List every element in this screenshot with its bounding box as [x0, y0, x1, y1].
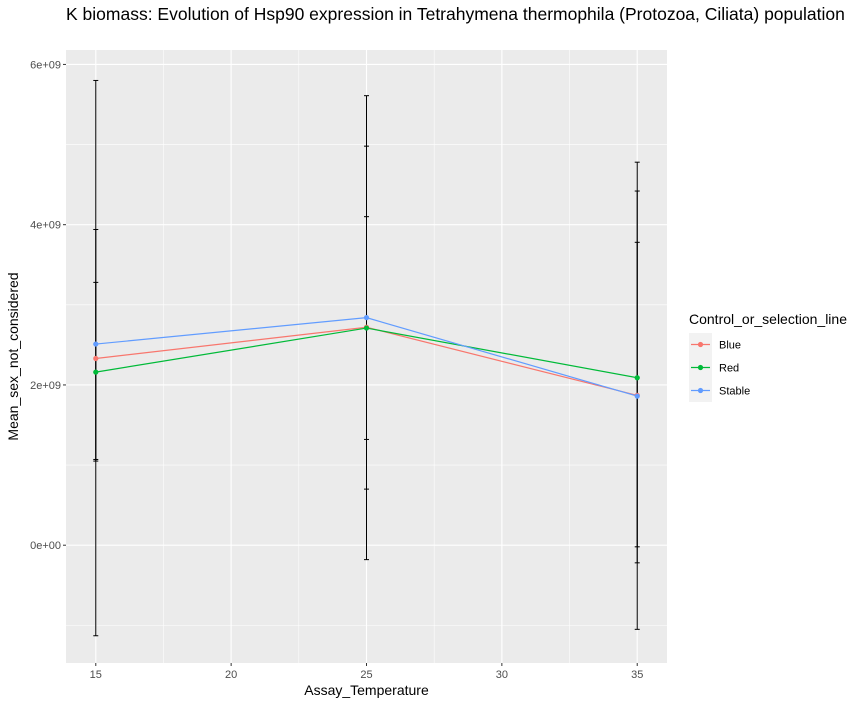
x-tick-label: 25 [360, 669, 372, 681]
data-point-stable [363, 315, 370, 321]
y-tick-label: 6e+09 [30, 59, 61, 71]
x-axis-title: Assay_Temperature [304, 682, 429, 698]
legend-keys: Blue Red Stable [689, 333, 750, 402]
y-tick-label: 4e+09 [30, 220, 61, 232]
legend: Control_or_selection_line Blue Red Stable [689, 311, 847, 402]
legend-title: Control_or_selection_line [689, 311, 847, 327]
x-axis: 15 20 25 30 35 [90, 663, 643, 681]
legend-key-point [697, 364, 704, 371]
data-point-stable [93, 341, 99, 347]
chart-title: K biomass: Evolution of Hsp90 expression… [66, 4, 845, 24]
series-points [93, 315, 640, 399]
y-axis: 0e+00 2e+09 4e+09 6e+09 [30, 59, 66, 552]
legend-label: Blue [719, 340, 741, 352]
data-point-red [363, 325, 370, 331]
data-point-red [634, 375, 640, 381]
y-tick-label: 2e+09 [30, 380, 61, 392]
x-tick-label: 35 [631, 669, 643, 681]
x-tick-label: 15 [90, 669, 102, 681]
legend-key-point [697, 387, 704, 394]
data-point-stable [634, 393, 640, 399]
legend-label: Red [719, 363, 739, 375]
y-axis-title: Mean_sex_not_considered [5, 272, 21, 440]
data-point-blue [93, 355, 99, 362]
legend-label: Stable [719, 386, 750, 398]
data-point-red [93, 369, 99, 375]
x-tick-label: 30 [496, 669, 508, 681]
x-tick-label: 20 [225, 669, 237, 681]
legend-key-point [697, 341, 704, 348]
y-tick-label: 0e+00 [30, 540, 61, 552]
